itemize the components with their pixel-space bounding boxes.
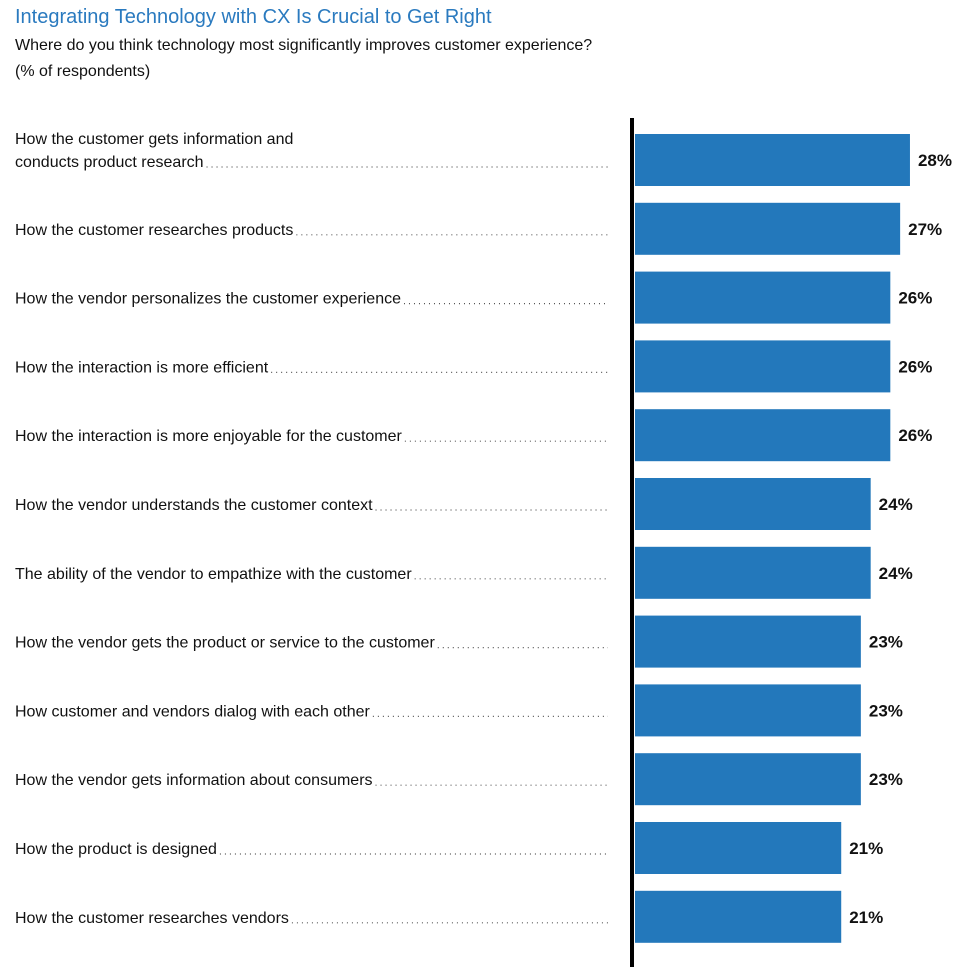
data-label: 27% xyxy=(908,220,942,239)
data-label: 23% xyxy=(869,770,903,789)
bar xyxy=(635,202,901,255)
data-label: 23% xyxy=(869,701,903,720)
data-label: 24% xyxy=(879,495,913,514)
bar xyxy=(635,134,910,186)
data-label: 28% xyxy=(918,151,952,170)
category-label: How the vendor personalizes the customer… xyxy=(15,291,401,308)
bar xyxy=(635,615,861,668)
bar xyxy=(635,822,842,874)
bar xyxy=(635,478,871,530)
bar xyxy=(635,271,891,324)
bar xyxy=(635,546,871,599)
category-label: The ability of the vendor to empathize w… xyxy=(15,566,412,583)
category-label: How the customer gets information and xyxy=(15,131,293,148)
category-label: How the interaction is more efficient xyxy=(15,359,269,376)
bar xyxy=(635,340,891,393)
data-label: 21% xyxy=(849,908,883,927)
data-label: 26% xyxy=(898,289,932,308)
data-label: 21% xyxy=(849,839,883,858)
data-label: 26% xyxy=(898,357,932,376)
y-axis-line xyxy=(630,118,634,967)
data-label: 26% xyxy=(898,426,932,445)
data-label: 23% xyxy=(869,633,903,652)
chart-subtitle: Where do you think technology most signi… xyxy=(15,37,593,54)
category-label: How the product is designed xyxy=(15,841,217,858)
bar xyxy=(635,684,861,737)
data-label: 24% xyxy=(879,564,913,583)
bar xyxy=(635,753,861,806)
bar xyxy=(635,409,891,462)
chart-title: Integrating Technology with CX Is Crucia… xyxy=(15,6,492,28)
category-label: conducts product research xyxy=(15,154,204,171)
units-note: (% of respondents) xyxy=(15,63,151,80)
category-label: How the vendor gets information about co… xyxy=(15,772,373,789)
category-label: How the interaction is more enjoyable fo… xyxy=(15,428,403,445)
category-label: How the vendor gets the product or servi… xyxy=(15,635,435,652)
category-label: How the vendor understands the customer … xyxy=(15,497,373,514)
category-label: How the customer researches products xyxy=(15,222,293,239)
category-label: How the customer researches vendors xyxy=(15,910,289,927)
category-label: How customer and vendors dialog with eac… xyxy=(15,703,371,720)
bar xyxy=(635,890,842,943)
